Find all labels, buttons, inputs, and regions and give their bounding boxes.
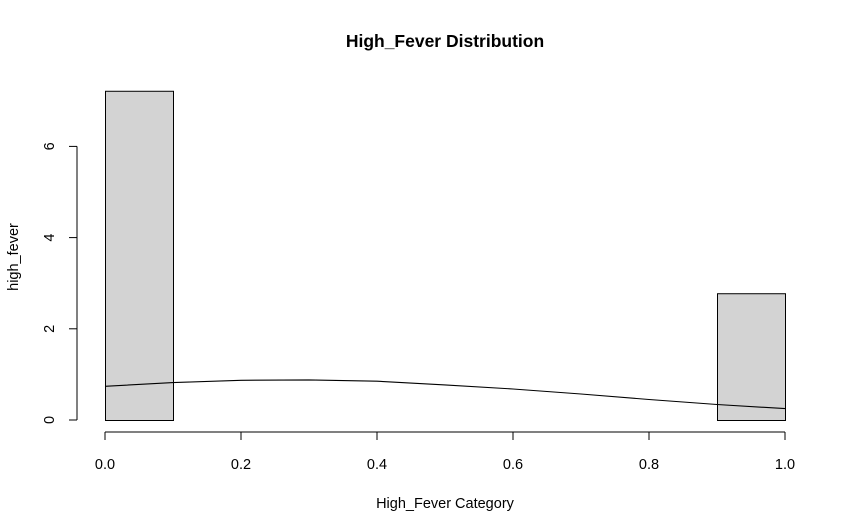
x-tick-label: 0.4 [367, 457, 387, 473]
histogram-bar [717, 293, 786, 421]
x-axis: 0.0 0.2 0.4 0.6 0.8 1.0 [95, 431, 795, 473]
y-axis: 0 2 4 6 [42, 142, 78, 424]
y-tick-label: 6 [42, 142, 58, 150]
x-tick-label: 0.0 [95, 457, 115, 473]
x-tick-label: 0.2 [231, 457, 251, 473]
density-curve-group [104, 379, 786, 410]
histogram-bar [105, 90, 174, 421]
x-axis-label: High_Fever Category [376, 496, 515, 512]
y-tick-label: 4 [42, 234, 58, 242]
histogram-bars [105, 90, 786, 421]
x-tick-label: 1.0 [775, 457, 795, 473]
x-tick-label: 0.6 [503, 457, 523, 473]
density-curve [104, 379, 786, 410]
y-tick-label: 0 [42, 416, 58, 424]
y-tick-label: 2 [42, 325, 58, 333]
chart-title: High_Fever Distribution [346, 31, 544, 51]
x-tick-label: 0.8 [639, 457, 659, 473]
y-axis-label: high_fever [6, 223, 22, 291]
